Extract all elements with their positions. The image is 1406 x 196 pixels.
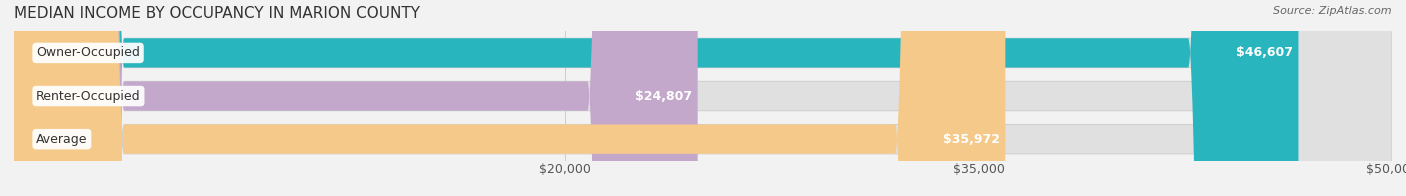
FancyBboxPatch shape: [14, 0, 1392, 196]
FancyBboxPatch shape: [14, 0, 1392, 196]
Text: Average: Average: [37, 133, 87, 146]
Text: Renter-Occupied: Renter-Occupied: [37, 90, 141, 103]
Text: $24,807: $24,807: [636, 90, 692, 103]
Text: $46,607: $46,607: [1236, 46, 1294, 59]
FancyBboxPatch shape: [14, 0, 1392, 196]
FancyBboxPatch shape: [14, 0, 1005, 196]
Text: $35,972: $35,972: [943, 133, 1000, 146]
FancyBboxPatch shape: [14, 0, 1298, 196]
FancyBboxPatch shape: [14, 0, 697, 196]
Text: Source: ZipAtlas.com: Source: ZipAtlas.com: [1274, 6, 1392, 16]
Text: MEDIAN INCOME BY OCCUPANCY IN MARION COUNTY: MEDIAN INCOME BY OCCUPANCY IN MARION COU…: [14, 6, 420, 21]
Text: Owner-Occupied: Owner-Occupied: [37, 46, 141, 59]
